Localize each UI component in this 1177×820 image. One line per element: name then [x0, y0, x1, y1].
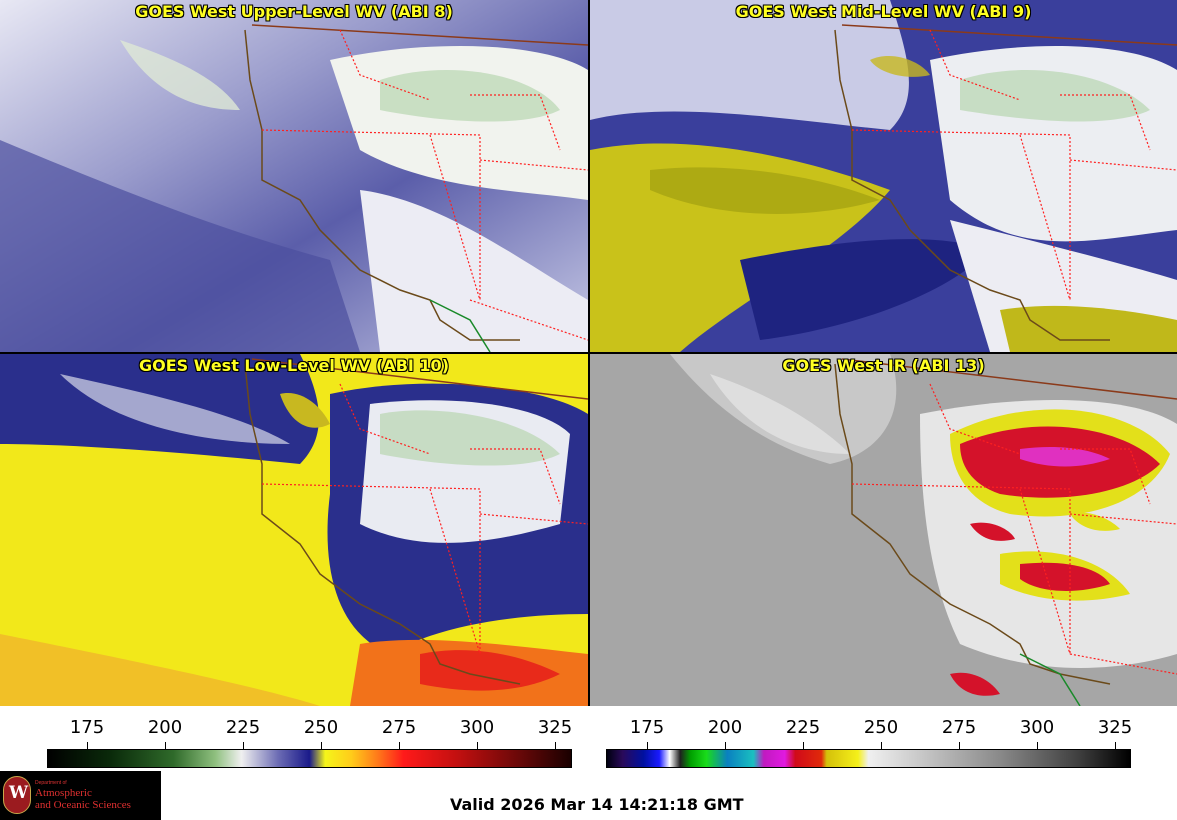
ir-tick-label: 325	[1097, 717, 1133, 738]
ir-image	[590, 354, 1177, 706]
ir-tick-label: 175	[629, 717, 665, 738]
ir-tick	[881, 742, 882, 749]
wv-tick-label: 300	[459, 717, 495, 738]
wv-tick	[87, 742, 88, 749]
low-level-wv-image	[0, 354, 588, 706]
wv-tick	[165, 742, 166, 749]
panel-divider-horizontal	[0, 352, 1177, 354]
panel-title: GOES West IR (ABI 13)	[782, 356, 985, 375]
wv-tick-label: 250	[303, 717, 339, 738]
panel-upper-level-wv: GOES West Upper-Level WV (ABI 8)	[0, 0, 588, 352]
logo-department-text: Department of	[35, 780, 67, 786]
university-seal-icon	[3, 776, 31, 814]
uw-aos-logo: W Department of Atmospheric and Oceanic …	[0, 771, 161, 820]
panel-mid-level-wv: GOES West Mid-Level WV (ABI 9)	[590, 0, 1177, 352]
upper-level-wv-image	[0, 0, 588, 352]
ir-tick	[1115, 742, 1116, 749]
wv-tick	[321, 742, 322, 749]
ir-tick-label: 225	[785, 717, 821, 738]
ir-tick	[725, 742, 726, 749]
mid-level-wv-image	[590, 0, 1177, 352]
wv-tick	[555, 742, 556, 749]
logo-line2: and Oceanic Sciences	[35, 799, 131, 811]
wv-tick-label: 225	[225, 717, 261, 738]
ir-tick	[803, 742, 804, 749]
panel-title: GOES West Low-Level WV (ABI 10)	[138, 356, 449, 375]
wv-tick-label: 275	[381, 717, 417, 738]
wv-tick	[477, 742, 478, 749]
ir-tick	[959, 742, 960, 749]
wv-tick	[243, 742, 244, 749]
valid-time: Valid 2026 Mar 14 14:21:18 GMT	[450, 795, 744, 814]
wv-colorbar	[47, 749, 572, 768]
wv-tick	[399, 742, 400, 749]
seal-letter: W	[9, 783, 29, 803]
wv-tick-label: 325	[537, 717, 573, 738]
ir-colorbar	[606, 749, 1131, 768]
panel-low-level-wv: GOES West Low-Level WV (ABI 10)	[0, 354, 588, 706]
ir-tick	[647, 742, 648, 749]
logo-line1: Atmospheric	[35, 787, 92, 799]
ir-tick	[1037, 742, 1038, 749]
wv-tick-label: 200	[147, 717, 183, 738]
wv-tick-label: 175	[69, 717, 105, 738]
ir-tick-label: 250	[863, 717, 899, 738]
ir-tick-label: 275	[941, 717, 977, 738]
panel-title: GOES West Mid-Level WV (ABI 9)	[735, 2, 1032, 21]
panel-title: GOES West Upper-Level WV (ABI 8)	[135, 2, 453, 21]
panel-ir: GOES West IR (ABI 13)	[590, 354, 1177, 706]
ir-tick-label: 300	[1019, 717, 1055, 738]
ir-tick-label: 200	[707, 717, 743, 738]
